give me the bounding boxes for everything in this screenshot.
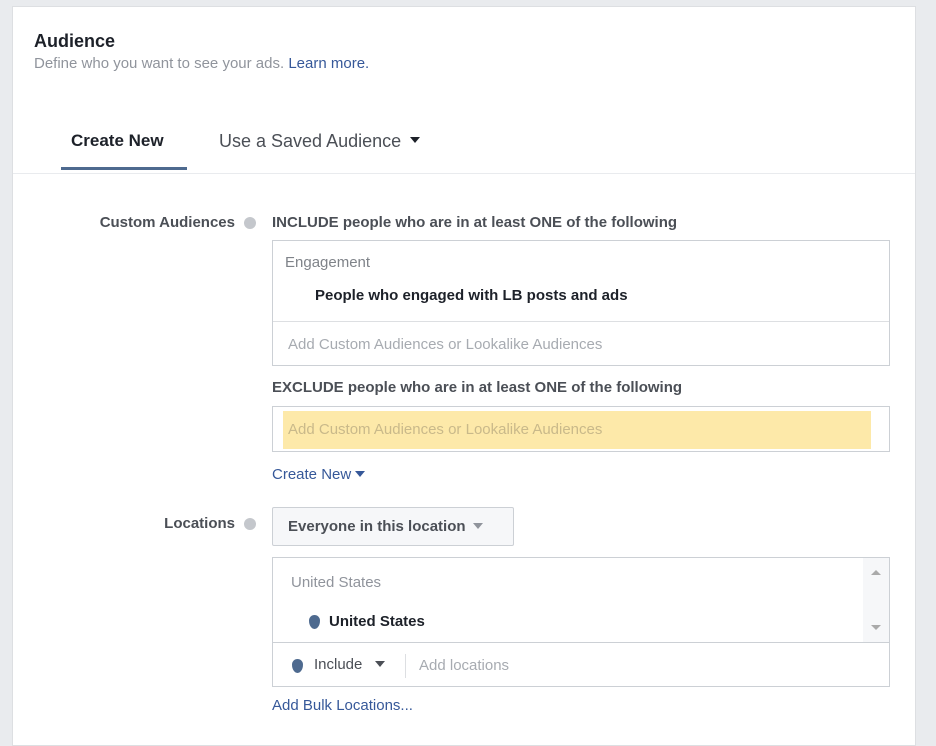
location-group-label: United States (291, 574, 382, 591)
add-locations-input[interactable]: Add locations (419, 657, 510, 674)
section-title: Audience (34, 31, 116, 51)
include-audience-input[interactable]: Add Custom Audiences or Lookalike Audien… (288, 336, 603, 353)
scrollbar[interactable] (863, 558, 889, 642)
caret-down-icon (374, 660, 385, 667)
location-item[interactable]: United States (329, 613, 425, 630)
divider (13, 173, 915, 174)
learn-more-link[interactable]: Learn more. (288, 55, 370, 72)
caret-down-icon (355, 470, 366, 477)
custom-audiences-label: Custom Audiences (99, 214, 235, 231)
exclude-heading: EXCLUDE people who are in at least ONE o… (272, 379, 683, 396)
exclude-box: Add Custom Audiences or Lookalike Audien… (272, 406, 890, 452)
active-tab-indicator (61, 167, 187, 170)
caret-down-icon (472, 522, 483, 529)
divider (405, 654, 406, 678)
include-exclude-dropdown[interactable]: Include (314, 656, 385, 673)
location-pin-icon (309, 615, 320, 629)
caret-down-icon (410, 137, 421, 144)
divider (273, 642, 889, 643)
locations-label: Locations (164, 515, 235, 532)
exclude-audience-input[interactable]: Add Custom Audiences or Lookalike Audien… (283, 411, 871, 449)
create-new-audience-link[interactable]: Create New (272, 466, 366, 483)
info-icon[interactable] (244, 217, 256, 229)
tab-use-saved-audience[interactable]: Use a Saved Audience (219, 131, 421, 152)
include-item[interactable]: People who engaged with LB posts and ads (315, 287, 628, 304)
scroll-down-icon[interactable] (871, 625, 881, 630)
include-group-label: Engagement (285, 254, 371, 271)
info-icon[interactable] (244, 518, 256, 530)
scroll-up-icon[interactable] (871, 570, 881, 575)
section-subtitle: Define who you want to see your ads. Lea… (34, 55, 370, 72)
include-box: Engagement People who engaged with LB po… (272, 240, 890, 366)
divider (273, 321, 889, 322)
include-heading: INCLUDE people who are in at least ONE o… (272, 214, 678, 231)
audience-card: Audience Define who you want to see your… (12, 6, 916, 746)
locations-box: United States United States Include Add … (272, 557, 890, 687)
add-bulk-locations-link[interactable]: Add Bulk Locations... (272, 697, 413, 714)
location-type-dropdown[interactable]: Everyone in this location (272, 507, 514, 546)
tab-create-new[interactable]: Create New (71, 131, 164, 150)
location-pin-icon (292, 659, 303, 673)
